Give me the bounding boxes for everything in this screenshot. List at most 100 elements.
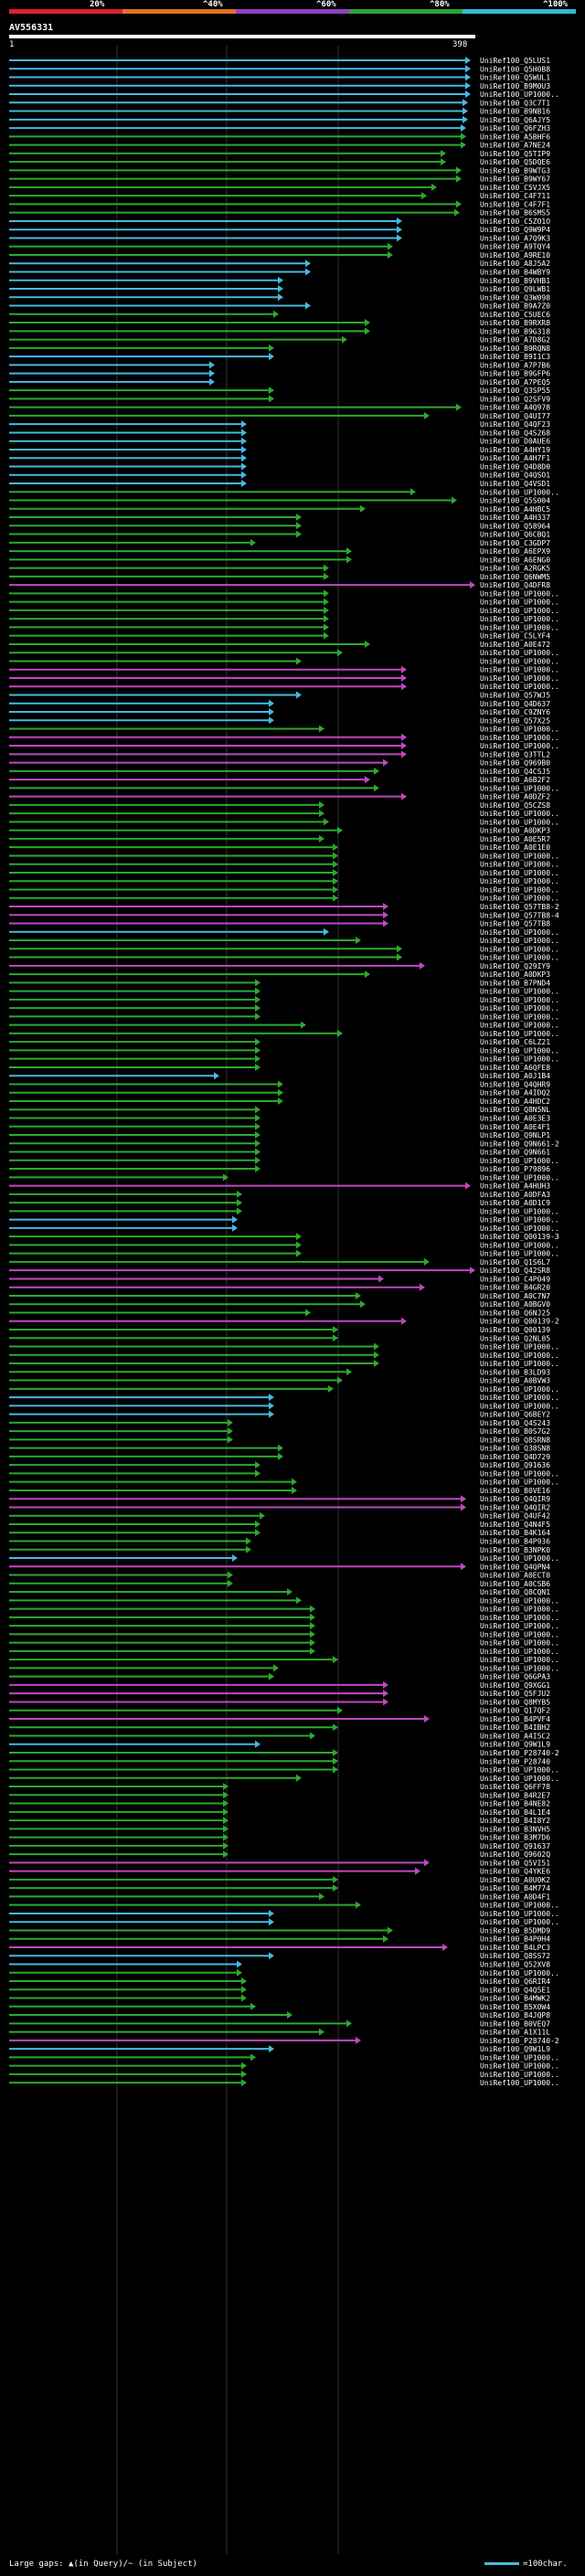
hit-arrow — [310, 1613, 315, 1621]
hit-arrow — [241, 1994, 247, 2002]
hit-arrow — [388, 250, 393, 259]
hit-arrow — [246, 1545, 251, 1553]
hit-arrow — [420, 1283, 425, 1291]
hit-label: UniRef100_UP1000.. — [480, 895, 559, 903]
hit-arrow — [374, 1360, 379, 1368]
hit-arrow — [333, 1326, 338, 1333]
hit-arrow — [237, 1190, 242, 1198]
scale-segment — [236, 9, 349, 14]
hit-arrow — [269, 1952, 274, 1960]
hit-label: UniRef100_P79896 — [480, 1165, 550, 1173]
hit-arrow — [292, 1478, 297, 1486]
hit-label: UniRef100_Q5TIP9 — [480, 150, 550, 158]
hit-arrow — [241, 1986, 247, 1994]
hit-label: UniRef100_B5DMD9 — [480, 1926, 550, 1935]
hit-label: UniRef100_Q29IY9 — [480, 962, 550, 970]
hit-label: UniRef100_Q9XGG1 — [480, 1681, 550, 1690]
hit-arrow — [269, 1909, 274, 1917]
hit-label: UniRef100_B9NB16 — [480, 108, 550, 116]
hit-arrow — [296, 514, 302, 522]
hit-label: UniRef100_A4HBC5 — [480, 505, 550, 514]
hit-label: UniRef100_Q4Q5E1 — [480, 1986, 550, 1994]
hit-arrow — [333, 1757, 338, 1765]
hit-arrow — [328, 1384, 334, 1393]
hit-arrow — [292, 1486, 297, 1494]
hit-label: UniRef100_UP1000.. — [480, 945, 559, 953]
hit-label: UniRef100_UP1000.. — [480, 852, 559, 860]
hit-label: UniRef100_B4I8Y2 — [480, 1817, 550, 1825]
hit-arrow — [237, 1199, 242, 1207]
hit-label: UniRef100_Q4DFR8 — [480, 581, 550, 589]
hit-label: UniRef100_A6EPX9 — [480, 547, 550, 556]
hit-label: UniRef100_UP1000.. — [480, 1664, 559, 1672]
hit-arrow — [255, 1140, 261, 1148]
hit-arrow — [310, 1638, 315, 1647]
hit-arrow — [269, 344, 274, 352]
hit-label: UniRef100_UP1000.. — [480, 810, 559, 818]
hit-label: UniRef100_A8J5A2 — [480, 260, 550, 268]
hit-arrow — [255, 1461, 261, 1469]
hit-label: UniRef100_UP1000.. — [480, 1224, 559, 1233]
hit-label: UniRef100_UP1000.. — [480, 657, 559, 665]
hit-arrow — [301, 1021, 306, 1029]
hit-arrow — [287, 1588, 292, 1596]
hit-label: UniRef100_UP1000.. — [480, 1614, 559, 1622]
hit-arrow — [465, 1182, 471, 1190]
hit-label: UniRef100_Q57TB8-2 — [480, 903, 559, 911]
hit-label: UniRef100_A0BGV0 — [480, 1300, 550, 1309]
hit-arrow — [365, 319, 370, 327]
hit-arrow — [324, 631, 329, 640]
hit-arrow — [223, 1791, 229, 1799]
hit-arrow — [401, 665, 407, 673]
hit-arrow — [296, 1241, 302, 1249]
hit-arrow — [241, 445, 247, 453]
identity-scale-bar: 20% ^40% ^60% ^80% ^100% — [9, 0, 576, 14]
hit-label: UniRef100_UP1000.. — [480, 726, 559, 734]
hit-label: UniRef100_Q4UI77 — [480, 412, 550, 420]
hit-arrow — [383, 903, 388, 910]
hit-arrow — [356, 937, 361, 945]
hit-arrow — [310, 1622, 315, 1630]
hit-arrow — [209, 377, 215, 386]
hit-arrow — [333, 1656, 338, 1664]
hit-label: UniRef100_UP1000.. — [480, 742, 559, 750]
hit-arrow — [232, 1554, 238, 1563]
query-end: 398 — [452, 40, 468, 49]
hit-label: UniRef100_B4JQP8 — [480, 2011, 550, 2019]
hit-label: UniRef100_UP1000.. — [480, 1969, 559, 1977]
hit-label: UniRef100_Q9NLP1 — [480, 1131, 550, 1140]
hit-label: UniRef100_UP1000.. — [480, 818, 559, 826]
hit-arrow — [337, 1706, 343, 1714]
hit-arrow — [333, 877, 338, 885]
hit-label: UniRef100_UP1000.. — [480, 2071, 559, 2079]
hit-label: UniRef100_UP1000.. — [480, 734, 559, 742]
hit-arrow — [305, 302, 311, 310]
hit-arrow — [255, 1131, 261, 1140]
hit-label: UniRef100_C9ZNY6 — [480, 708, 550, 716]
hit-arrow — [461, 1563, 466, 1571]
hit-label: UniRef100_B3M7D6 — [480, 1834, 550, 1842]
hit-label: UniRef100_C4F7F1 — [480, 200, 550, 208]
hit-arrow — [365, 640, 370, 648]
hit-label: UniRef100_B9I1C3 — [480, 353, 550, 361]
hit-arrow — [241, 480, 247, 487]
hit-label: UniRef100_UP1000.. — [480, 1606, 559, 1614]
hit-arrow — [223, 1817, 229, 1825]
hit-arrow — [250, 538, 256, 546]
hit-arrow — [346, 547, 352, 556]
hit-arrow — [223, 1783, 229, 1791]
hit-label: UniRef100_UP1000.. — [480, 1055, 559, 1064]
hit-label: UniRef100_B9GFP6 — [480, 370, 550, 378]
hit-label: UniRef100_A2RGK5 — [480, 565, 550, 573]
hit-arrow — [424, 411, 430, 419]
hit-arrow — [241, 429, 247, 437]
hit-arrow — [346, 1368, 352, 1376]
hit-arrow — [441, 149, 446, 157]
hit-arrow — [463, 107, 468, 115]
hit-arrow — [269, 1672, 274, 1680]
hit-arrow — [374, 1342, 379, 1351]
hit-label: UniRef100_UP1000.. — [480, 1004, 559, 1012]
hit-arrow — [255, 1156, 261, 1164]
hit-arrow — [365, 327, 370, 335]
hit-arrow — [223, 1833, 229, 1841]
